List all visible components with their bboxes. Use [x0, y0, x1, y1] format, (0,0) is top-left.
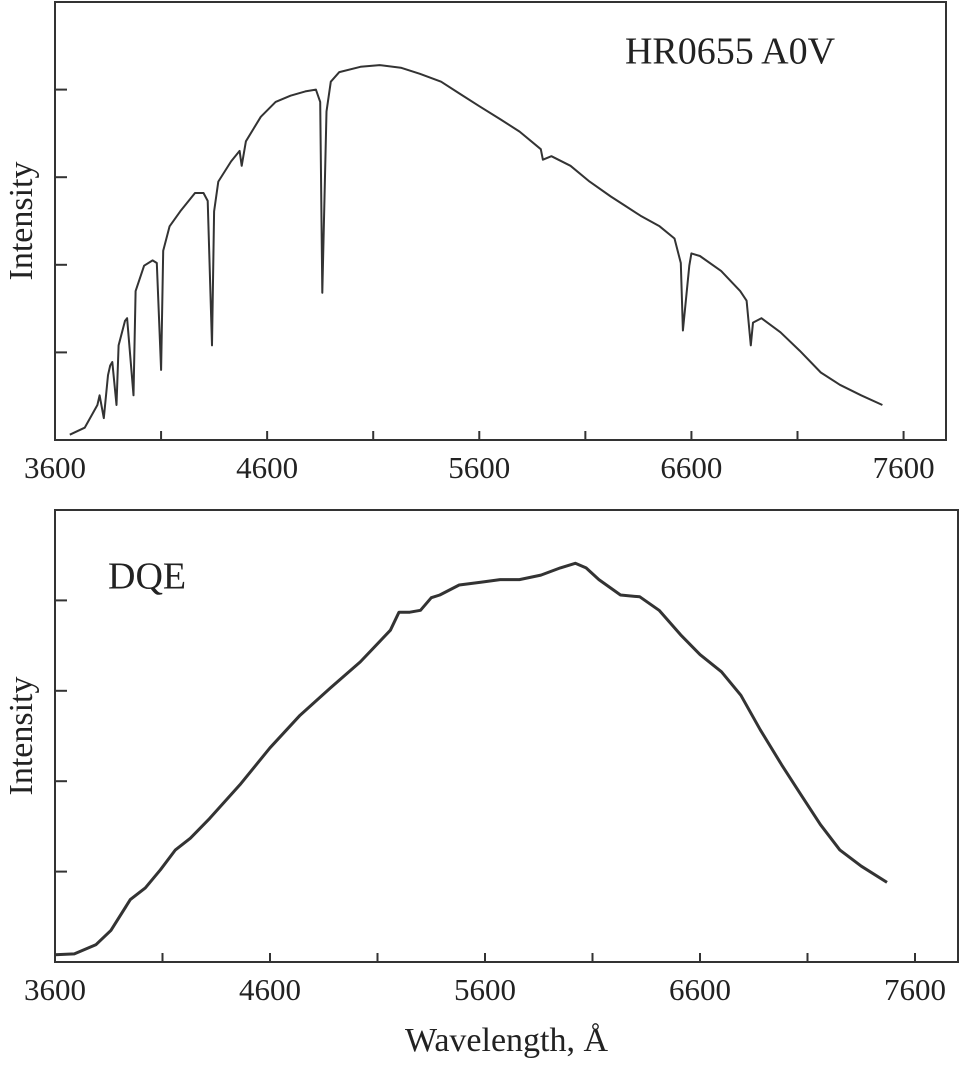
x-tick-label: 4600	[239, 972, 301, 1007]
y-axis-label: Intensity	[3, 677, 40, 796]
spectrum-line	[69, 64, 883, 436]
x-axis-label: Wavelength, Å	[405, 1022, 609, 1059]
plot-frame	[54, 1, 947, 441]
y-axis-label: Intensity	[3, 162, 40, 281]
annotation: DQE	[108, 556, 186, 598]
x-tick-label: 3600	[24, 450, 86, 485]
annotation: HR0655 A0V	[625, 31, 836, 73]
x-tick-label: 7600	[873, 450, 935, 485]
x-tick-label: 5600	[454, 972, 516, 1007]
x-tick-label: 5600	[448, 450, 510, 485]
x-tick-label: 6600	[669, 972, 731, 1007]
x-tick-label: 7600	[884, 972, 946, 1007]
plot-frame	[54, 509, 959, 963]
x-tick-label: 4600	[236, 450, 298, 485]
spectrum-line	[54, 561, 888, 957]
x-tick-label: 6600	[660, 450, 722, 485]
x-tick-label: 3600	[24, 972, 86, 1007]
